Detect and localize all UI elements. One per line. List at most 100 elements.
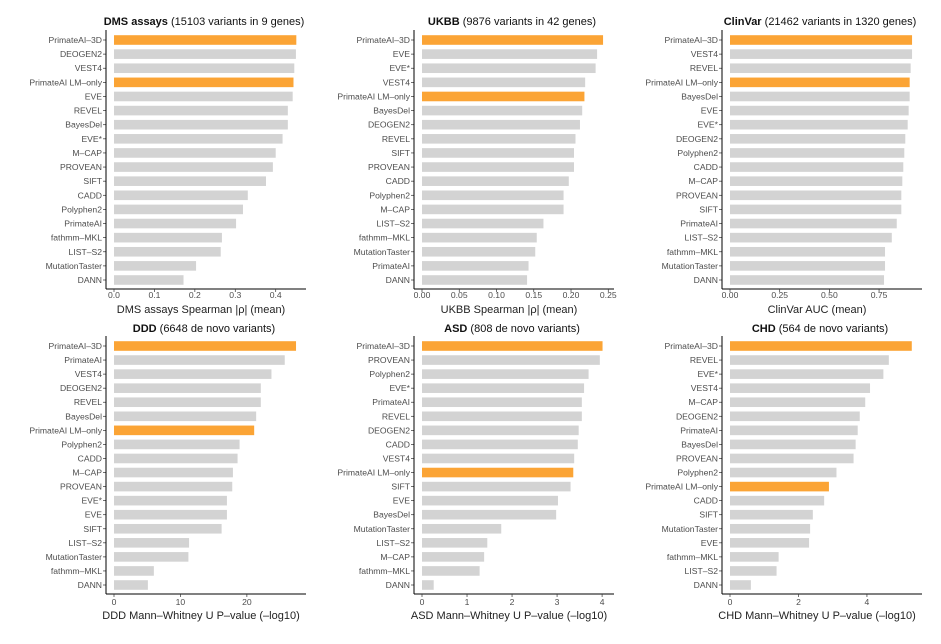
bar bbox=[114, 162, 273, 172]
x-tick-label: 0.15 bbox=[525, 290, 542, 300]
x-tick-label: 0.25 bbox=[771, 290, 788, 300]
y-tick-label: SIFT bbox=[83, 524, 102, 534]
bar bbox=[114, 397, 261, 408]
bar bbox=[730, 425, 858, 436]
y-tick-label: PrimateAI LM–only bbox=[337, 91, 410, 101]
bar bbox=[422, 509, 557, 520]
x-tick-label: 0.4 bbox=[270, 290, 282, 300]
y-tick-label: PROVEAN bbox=[676, 453, 718, 463]
y-tick-label: REVEL bbox=[690, 355, 718, 365]
bar bbox=[114, 105, 288, 116]
y-tick-label: BayesDel bbox=[681, 91, 718, 101]
y-tick-label: EVE bbox=[393, 496, 410, 506]
y-tick-label: PrimateAI bbox=[680, 219, 718, 229]
y-tick-label: PrimateAI–3D bbox=[49, 35, 103, 45]
bar bbox=[730, 411, 860, 422]
y-tick-label: MutationTaster bbox=[354, 524, 411, 534]
x-tick-label: 0.0 bbox=[108, 290, 120, 300]
y-tick-label: SIFT bbox=[391, 482, 410, 492]
y-tick-label: fathmm–MKL bbox=[359, 566, 410, 576]
panel-title-rest: (15103 variants in 9 genes) bbox=[168, 16, 304, 28]
bar bbox=[114, 176, 266, 186]
x-tick-label: 0.75 bbox=[871, 290, 888, 300]
panel-title-bold: UKBB bbox=[428, 16, 460, 28]
bar bbox=[730, 218, 897, 229]
x-tick-label: 0.2 bbox=[189, 290, 201, 300]
bar bbox=[730, 35, 913, 45]
bar bbox=[730, 119, 908, 130]
bar bbox=[114, 204, 243, 215]
y-tick-label: DEOGEN2 bbox=[368, 425, 410, 435]
panel-title: UKBB (9876 variants in 42 genes) bbox=[428, 16, 596, 28]
bar bbox=[114, 355, 285, 365]
y-tick-label: DANN bbox=[78, 275, 102, 285]
bar bbox=[422, 134, 576, 144]
y-tick-label: EVE bbox=[85, 510, 102, 520]
y-tick-label: PrimateAI–3D bbox=[49, 341, 103, 351]
bar bbox=[730, 481, 829, 492]
y-tick-label: M–CAP bbox=[380, 204, 410, 214]
y-tick-label: SIFT bbox=[83, 176, 102, 186]
panel-title: DDD (6648 de novo variants) bbox=[133, 323, 275, 335]
bar bbox=[730, 148, 905, 158]
y-tick-label: EVE bbox=[393, 49, 410, 59]
y-tick-label: EVE* bbox=[389, 63, 410, 73]
y-tick-label: BayesDel bbox=[373, 106, 410, 116]
bar bbox=[730, 341, 912, 351]
y-tick-label: EVE* bbox=[81, 134, 102, 144]
y-tick-label: PROVEAN bbox=[676, 190, 718, 200]
x-tick-label: 0.1 bbox=[148, 290, 160, 300]
y-tick-label: Polyphen2 bbox=[677, 468, 718, 478]
y-tick-label: M–CAP bbox=[380, 552, 410, 562]
panel-title-rest: (9876 variants in 42 genes) bbox=[460, 16, 596, 28]
y-tick-label: DEOGEN2 bbox=[676, 411, 718, 421]
panel-title-bold: DDD bbox=[133, 323, 157, 335]
y-tick-label: PrimateAI–3D bbox=[357, 341, 411, 351]
panel-title-rest: (808 de novo variants) bbox=[467, 323, 580, 335]
bar bbox=[422, 411, 582, 422]
y-tick-label: DEOGEN2 bbox=[676, 134, 718, 144]
bar bbox=[422, 467, 574, 478]
bar bbox=[422, 523, 502, 534]
y-tick-label: Polyphen2 bbox=[369, 190, 410, 200]
y-tick-label: EVE* bbox=[389, 383, 410, 393]
bar bbox=[114, 190, 248, 201]
y-tick-label: CADD bbox=[78, 453, 102, 463]
bar bbox=[422, 77, 586, 88]
bar bbox=[422, 63, 596, 74]
bar bbox=[730, 397, 866, 408]
bar bbox=[730, 467, 837, 478]
bar bbox=[422, 148, 574, 158]
bar bbox=[422, 538, 488, 548]
y-tick-label: EVE* bbox=[697, 120, 718, 130]
y-tick-label: VEST4 bbox=[75, 369, 102, 379]
x-tick-label: 1 bbox=[465, 597, 470, 607]
y-tick-label: SIFT bbox=[391, 148, 410, 158]
panel-asd: ASD (808 de novo variants) PrimateAI–3D PR… bbox=[337, 323, 614, 622]
x-tick-label: 0.50 bbox=[821, 290, 838, 300]
y-tick-label: PrimateAI bbox=[64, 219, 102, 229]
y-tick-label: DANN bbox=[694, 275, 718, 285]
y-tick-label: LIST–S2 bbox=[685, 233, 719, 243]
y-tick-label: M–CAP bbox=[72, 148, 102, 158]
x-tick-label: 4 bbox=[865, 597, 870, 607]
y-tick-label: PrimateAI bbox=[372, 397, 410, 407]
bar bbox=[422, 355, 600, 365]
x-tick-label: 0.00 bbox=[722, 290, 739, 300]
panel-clinvar: ClinVar (21462 variants in 1320 genes) Pr… bbox=[645, 16, 922, 316]
y-tick-label: PrimateAI LM–only bbox=[337, 468, 410, 478]
bar bbox=[730, 204, 902, 215]
y-tick-label: BayesDel bbox=[65, 411, 102, 421]
bar bbox=[114, 523, 222, 534]
bar bbox=[114, 453, 238, 464]
y-tick-label: PrimateAI bbox=[372, 261, 410, 271]
bar bbox=[730, 261, 886, 271]
y-tick-label: DEOGEN2 bbox=[60, 383, 102, 393]
y-tick-label: REVEL bbox=[74, 106, 102, 116]
bar bbox=[114, 425, 255, 436]
bar bbox=[114, 411, 257, 422]
y-tick-label: BayesDel bbox=[373, 510, 410, 520]
bar bbox=[422, 397, 582, 408]
bar bbox=[422, 275, 528, 285]
y-tick-label: CADD bbox=[386, 176, 410, 186]
